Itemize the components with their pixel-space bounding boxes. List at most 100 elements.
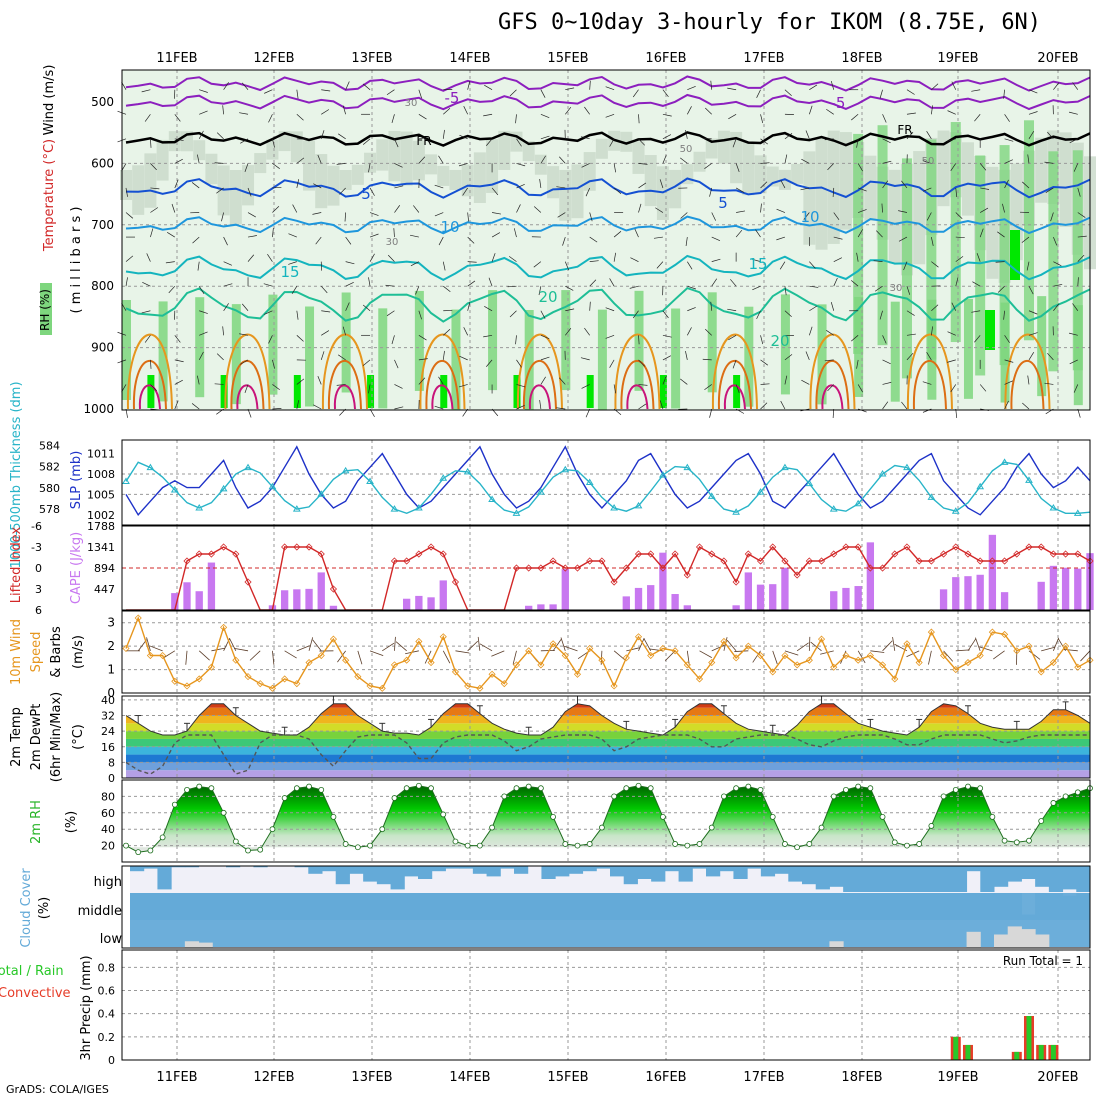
cape-bar: [683, 605, 691, 610]
cloud-unit-label: (%): [37, 897, 52, 920]
wind10-marker: [756, 651, 765, 660]
temp2m-tick-label: 16: [101, 741, 115, 754]
wind-barb: [1073, 384, 1079, 393]
wind10-barb: [234, 648, 249, 652]
wind-barb: [882, 401, 889, 410]
cape-bar: [402, 598, 411, 610]
wind-barb: [418, 156, 426, 164]
wind-barb: [369, 187, 375, 196]
isotherm-label: 15: [280, 263, 299, 281]
millibars-axis-label: ( m i l l i b a r s ): [69, 207, 84, 314]
wind-barb: [680, 378, 688, 385]
cape-bar: [769, 584, 777, 610]
wind-barb: [1077, 235, 1087, 238]
wind-barb: [784, 286, 787, 296]
cloud-bar: [308, 866, 323, 874]
wind-barb: [418, 310, 422, 320]
rh2m-unit-label: (%): [64, 811, 79, 834]
wind-barb: [538, 286, 542, 296]
wind-barb: [565, 328, 572, 336]
wind-barb: [931, 83, 939, 90]
wind-barb: [752, 285, 761, 291]
wind-barb: [533, 206, 542, 213]
wind10-marker: [549, 640, 557, 648]
slp-axis-label: SLP (mb): [69, 451, 84, 510]
cloud-bar: [184, 866, 200, 868]
lifted-marker: [451, 578, 460, 586]
wind-barb: [1044, 382, 1054, 385]
precip-bar-rain: [953, 1036, 959, 1060]
wind-barb: [150, 163, 157, 171]
wind-barb: [638, 182, 647, 189]
lifted-marker: [305, 543, 313, 551]
thickness-marker: [537, 488, 545, 495]
wind-barb: [903, 261, 908, 271]
wind-barb: [459, 134, 468, 140]
isotherm-35-loop: [626, 384, 649, 410]
rh-green-area: [853, 133, 864, 354]
wind-barb: [150, 138, 152, 148]
lifted-marker: [659, 564, 667, 572]
isotherm-20: [125, 286, 1091, 323]
wind-barb: [239, 112, 249, 115]
cloud-bar: [143, 866, 158, 869]
rh-mid-area: [913, 151, 926, 265]
cape-bar: [293, 589, 301, 610]
cape-bar: [671, 594, 679, 610]
thickness-marker: [1049, 504, 1058, 511]
wind-barb: [784, 89, 792, 97]
cloud-bar: [802, 866, 817, 885]
wind-barb: [509, 310, 517, 318]
wind-barb: [976, 253, 981, 262]
cape-bar: [964, 576, 972, 610]
thickness-marker: [439, 474, 448, 481]
rh2m-marker: [513, 785, 520, 792]
wind-barb: [272, 384, 280, 391]
thickness-marker: [414, 504, 423, 511]
cloud-bar: [774, 866, 789, 874]
wind10-marker: [781, 651, 789, 660]
wind-barb: [442, 129, 445, 139]
wind-barb: [1077, 187, 1081, 197]
cape-bar: [329, 605, 338, 610]
rh2m-marker: [806, 841, 813, 847]
cloud-bar: [1062, 866, 1077, 890]
wind-barb: [239, 333, 249, 336]
rh2m-marker: [769, 814, 776, 820]
cloud-low-bar: [1021, 929, 1036, 948]
wind-barb: [632, 89, 639, 98]
wind-barb: [687, 86, 696, 91]
wind-barb: [1004, 359, 1014, 363]
wind-barb: [562, 236, 566, 246]
wind-barb: [244, 384, 249, 394]
precip-tick-label: 0.4: [98, 1008, 116, 1021]
wind-barb: [345, 261, 355, 265]
rh-green-area: [877, 125, 888, 346]
rh-mid-area: [534, 154, 547, 175]
wind-barb: [142, 281, 151, 287]
wind-barb: [906, 89, 915, 95]
thickness-marker: [951, 507, 960, 514]
thickness-marker: [244, 463, 252, 471]
wind10-marker: [586, 644, 594, 653]
wind-barb: [1047, 131, 1054, 140]
cloud-bar: [294, 866, 309, 868]
thickness-marker: [634, 501, 643, 509]
wind-barb: [418, 137, 428, 140]
rh-bright-area: [659, 375, 667, 408]
wind-barb: [589, 279, 597, 287]
temperature-band: [126, 723, 1090, 732]
rh2m-marker: [171, 801, 178, 808]
wind-barb: [1027, 154, 1030, 164]
wind-barb: [1077, 277, 1079, 287]
cloud-level-middle: middle: [78, 904, 122, 919]
cloud-bar: [1035, 866, 1050, 887]
wind-barb: [974, 114, 981, 122]
lifted-marker: [1025, 543, 1033, 551]
wind-barb: [410, 261, 420, 267]
isotherm-25-loop: [711, 333, 758, 410]
cloud-bar: [363, 866, 378, 882]
wind-barb: [214, 162, 224, 164]
cloud-low-bar: [966, 931, 981, 948]
rh2m-marker: [318, 786, 325, 793]
